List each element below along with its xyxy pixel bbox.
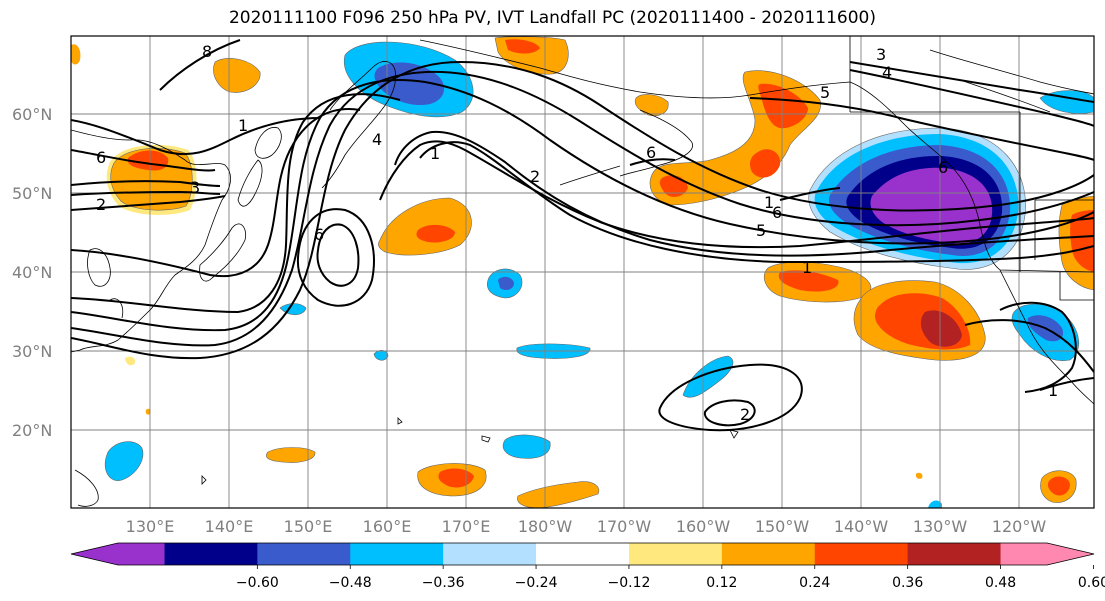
colorbar: −0.60 −0.48 −0.36 −0.24 −0.12 0.12 0.24 … bbox=[70, 542, 1105, 591]
contour-label: 2 bbox=[530, 167, 540, 186]
contour-label: 4 bbox=[882, 63, 892, 82]
contour-label: 3 bbox=[190, 178, 200, 197]
contour-labels: 8 1 6 3 2 6 4 2 6 5 1 6 5 3 4 1 1 2 6 1 bbox=[96, 42, 1058, 424]
colorbar-cell bbox=[257, 543, 351, 565]
colorbar-cell bbox=[721, 543, 816, 565]
colorbar-outline bbox=[70, 542, 1095, 566]
colorbar-tick-label: −0.24 bbox=[515, 575, 558, 591]
contour-label: 1 bbox=[238, 116, 248, 135]
lon-label: 180°W bbox=[518, 517, 573, 536]
colorbar-cell bbox=[71, 543, 165, 565]
lat-label: 60°N bbox=[12, 105, 52, 124]
lon-label: 120°W bbox=[992, 517, 1047, 536]
longitude-labels: 130°E 140°E 150°E 160°E 170°E 180°W 170°… bbox=[126, 517, 1047, 536]
lon-label: 170°E bbox=[442, 517, 491, 536]
lon-label: 150°W bbox=[755, 517, 810, 536]
contour-label: 5 bbox=[756, 221, 766, 240]
contour-label: 3 bbox=[876, 45, 886, 64]
lon-label: 140°W bbox=[834, 517, 889, 536]
contour-label: 6 bbox=[314, 225, 324, 244]
colorbar-cell bbox=[628, 543, 723, 565]
lat-label: 50°N bbox=[12, 184, 52, 203]
pv-contours bbox=[71, 39, 1094, 432]
lat-label: 40°N bbox=[12, 263, 52, 282]
contour-label: 2 bbox=[96, 195, 106, 214]
lat-label: 30°N bbox=[12, 342, 52, 361]
colorbar-tick-label: 0.60 bbox=[1078, 575, 1105, 591]
lon-label: 150°E bbox=[284, 517, 333, 536]
latitude-labels: 60°N 50°N 40°N 30°N 20°N bbox=[12, 105, 52, 440]
colorbar-tick-label: 0.48 bbox=[985, 575, 1016, 591]
graticule bbox=[71, 36, 1094, 508]
colorbar-tick-label: 0.24 bbox=[799, 575, 830, 591]
contour-label: 4 bbox=[372, 130, 382, 149]
colorbar-tick-label: −0.36 bbox=[422, 575, 465, 591]
colorbar-tick-label: −0.60 bbox=[236, 575, 279, 591]
contour-label: 1 bbox=[802, 258, 812, 277]
contour-label: 1 bbox=[764, 193, 774, 212]
colorbar-tick-label: 0.36 bbox=[892, 575, 923, 591]
lon-label: 160°W bbox=[676, 517, 731, 536]
colorbar-cell bbox=[814, 543, 909, 565]
colorbar-cell bbox=[350, 543, 444, 565]
contour-label: 1 bbox=[430, 144, 440, 163]
contour-label: 6 bbox=[96, 148, 106, 167]
colorbar-cell bbox=[536, 543, 630, 565]
colorbar-tick-label: −0.12 bbox=[607, 575, 650, 591]
contour-label: 6 bbox=[938, 158, 948, 177]
colorbar-tick-label: 0.12 bbox=[706, 575, 737, 591]
contour-label: 2 bbox=[740, 405, 750, 424]
contour-label: 8 bbox=[202, 42, 212, 61]
map-title: 2020111100 F096 250 hPa PV, IVT Landfall… bbox=[228, 8, 876, 28]
contour-label: 5 bbox=[820, 83, 830, 102]
contour-label: 1 bbox=[1048, 381, 1058, 400]
colorbar-cell bbox=[907, 543, 1002, 565]
lat-label: 20°N bbox=[12, 421, 52, 440]
map-frame bbox=[70, 35, 1095, 509]
lon-label: 130°E bbox=[126, 517, 175, 536]
lon-label: 130°W bbox=[913, 517, 968, 536]
colorbar-cell bbox=[443, 543, 537, 565]
coastlines bbox=[71, 36, 1094, 507]
colorbar-tick-label: −0.48 bbox=[329, 575, 372, 591]
contour-label: 6 bbox=[646, 143, 656, 162]
lon-label: 170°W bbox=[597, 517, 652, 536]
colorbar-cell bbox=[1000, 543, 1094, 565]
colorbar-cell bbox=[164, 543, 258, 565]
lon-label: 160°E bbox=[363, 517, 412, 536]
lon-label: 140°E bbox=[205, 517, 254, 536]
contour-label: 6 bbox=[772, 203, 782, 222]
